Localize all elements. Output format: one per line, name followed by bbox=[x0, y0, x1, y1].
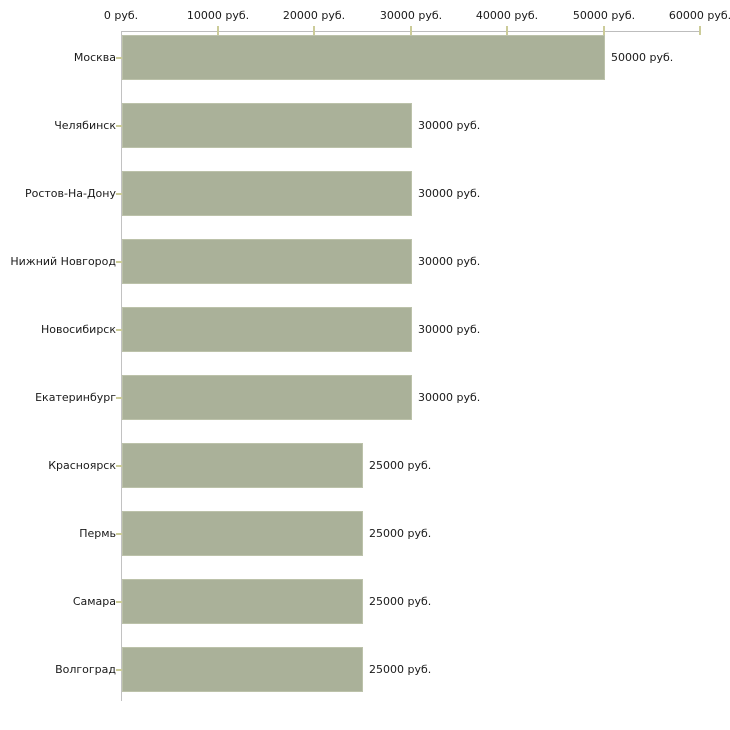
bar-10 bbox=[122, 647, 363, 692]
x-tick-mark bbox=[410, 26, 412, 35]
category-tick-mark bbox=[116, 329, 122, 331]
x-tick-mark bbox=[699, 26, 701, 35]
value-label: 25000 руб. bbox=[369, 595, 432, 608]
bar-2 bbox=[122, 103, 412, 148]
category-tick-mark bbox=[116, 261, 122, 263]
category-label: Красноярск bbox=[48, 459, 116, 472]
category-label: Москва bbox=[73, 51, 116, 64]
category-label: Самара bbox=[72, 595, 116, 608]
x-tick-label: 60000 руб. bbox=[668, 9, 730, 22]
bar-4 bbox=[122, 239, 412, 284]
value-label: 25000 руб. bbox=[369, 663, 432, 676]
x-tick-mark bbox=[313, 26, 315, 35]
category-tick-mark bbox=[116, 193, 122, 195]
category-label: Екатеринбург bbox=[35, 391, 116, 404]
y-axis-line bbox=[121, 31, 122, 701]
bar-7 bbox=[122, 443, 363, 488]
category-tick-mark bbox=[116, 125, 122, 127]
x-tick-label: 40000 руб. bbox=[475, 9, 539, 22]
x-tick-mark bbox=[217, 26, 219, 35]
bar-9 bbox=[122, 579, 363, 624]
x-tick-label: 20000 руб. bbox=[282, 9, 346, 22]
category-tick-mark bbox=[116, 397, 122, 399]
value-label: 50000 руб. bbox=[611, 51, 674, 64]
category-label: Ростов-На-Дону bbox=[24, 187, 116, 200]
category-tick-mark bbox=[116, 57, 122, 59]
category-tick-mark bbox=[116, 465, 122, 467]
bar-5 bbox=[122, 307, 412, 352]
category-label: Новосибирск bbox=[40, 323, 116, 336]
x-tick-mark bbox=[506, 26, 508, 35]
x-tick-label: 0 руб. bbox=[103, 9, 139, 22]
bar-3 bbox=[122, 171, 412, 216]
bar-6 bbox=[122, 375, 412, 420]
value-label: 25000 руб. bbox=[369, 527, 432, 540]
bar-1 bbox=[122, 35, 605, 80]
value-label: 30000 руб. bbox=[418, 119, 481, 132]
category-label: Челябинск bbox=[54, 119, 116, 132]
x-tick-label: 50000 руб. bbox=[572, 9, 636, 22]
value-label: 30000 руб. bbox=[418, 323, 481, 336]
category-label: Волгоград bbox=[55, 663, 116, 676]
category-label: Нижний Новгород bbox=[10, 255, 116, 268]
x-tick-label: 30000 руб. bbox=[379, 9, 443, 22]
category-tick-mark bbox=[116, 533, 122, 535]
x-tick-mark bbox=[603, 26, 605, 35]
category-tick-mark bbox=[116, 669, 122, 671]
value-label: 30000 руб. bbox=[418, 187, 481, 200]
category-label: Пермь bbox=[79, 527, 116, 540]
category-tick-mark bbox=[116, 601, 122, 603]
value-label: 30000 руб. bbox=[418, 255, 481, 268]
x-tick-label: 10000 руб. bbox=[186, 9, 250, 22]
bar-8 bbox=[122, 511, 363, 556]
value-label: 30000 руб. bbox=[418, 391, 481, 404]
value-label: 25000 руб. bbox=[369, 459, 432, 472]
